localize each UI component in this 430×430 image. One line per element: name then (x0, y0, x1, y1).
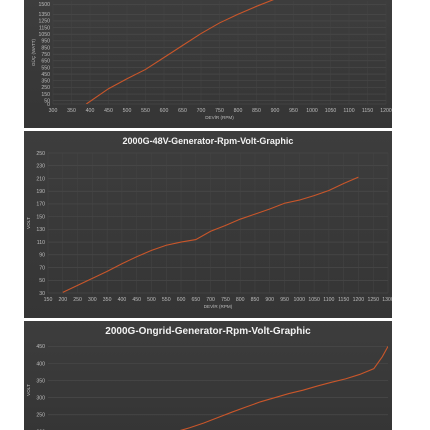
x-tick-label: 600 (177, 297, 186, 303)
x-tick-label: 200 (58, 297, 67, 303)
x-axis-label: DEVİR (RPM) (204, 303, 233, 309)
y-axis-label: VOLT (26, 384, 31, 396)
x-tick-label: 1100 (323, 297, 334, 303)
y-tick-label: 250 (41, 85, 50, 91)
y-tick-label: 30 (39, 291, 45, 297)
y-axis-label: VOLT (26, 217, 31, 229)
x-tick-label: 500 (147, 297, 156, 303)
y-tick-label: 90 (39, 253, 45, 259)
y-tick-label: 1250 (38, 19, 50, 25)
x-tick-label: 900 (265, 297, 274, 303)
y-tick-label: 50 (39, 278, 45, 284)
y-tick-label: 850 (41, 45, 50, 51)
volt-rpm-48v-chart: 30 50 70 90 110 130 150 170 190 210 230 250 150 200 25… (26, 151, 392, 309)
x-tick-label: 1250 (367, 297, 379, 303)
x-tick-label: 900 (271, 108, 280, 114)
x-tick-label: 400 (118, 297, 127, 303)
x-tick-label: 300 (88, 297, 97, 303)
chart-panel-ongrid: 2000G-Ongrid-Generator-Rpm-Volt-Graphic … (24, 321, 392, 430)
y-tick-label: 110 (37, 240, 45, 246)
x-tick-label: 450 (132, 297, 141, 303)
x-tick-label: 650 (178, 108, 187, 114)
y-tick-label: 210 (36, 176, 45, 182)
y-tick-label: 0 (47, 102, 50, 108)
x-tick-label: 700 (206, 297, 215, 303)
x-tick-label: 500 (123, 108, 132, 114)
y-tick-label: 300 (36, 395, 45, 401)
y-tick-label: 750 (41, 52, 50, 58)
y-tick-label: 1150 (39, 25, 50, 31)
x-tick-label: 1050 (308, 297, 320, 303)
x-tick-label: 300 (49, 108, 58, 114)
y-tick-label: 400 (36, 361, 45, 367)
x-tick-label: 150 (44, 297, 53, 303)
y-tick-label: 650 (41, 59, 50, 65)
y-tick-label: 450 (36, 344, 45, 350)
volt-rpm-ongrid-chart: 200250300350400450VOLT (26, 344, 388, 430)
y-tick-label: 350 (41, 79, 50, 85)
y-tick-label: 1500 (38, 2, 50, 8)
x-tick-label: 1150 (362, 108, 373, 114)
chart-panel-48v: 2000G-48V-Generator-Rpm-Volt-Graphic 30 5… (24, 131, 392, 318)
x-tick-label: 1050 (325, 108, 337, 114)
x-tick-label: 550 (141, 108, 150, 114)
y-tick-label: 550 (41, 65, 50, 71)
y-tick-label: 50 (44, 98, 50, 104)
x-tick-label: 850 (252, 108, 261, 114)
x-tick-label: 1300 (382, 297, 392, 303)
x-tick-label: 800 (236, 297, 245, 303)
y-tick-label: 250 (36, 413, 45, 419)
x-tick-label: 1000 (294, 297, 306, 303)
x-tick-label: 950 (280, 297, 289, 303)
y-axis-label: GÜÇ (WATT) (30, 39, 36, 67)
x-tick-label: 550 (162, 297, 171, 303)
x-tick-label: 250 (73, 297, 82, 303)
series-line (179, 346, 388, 430)
x-tick-label: 1200 (353, 297, 365, 303)
y-tick-label: 250 (36, 151, 45, 157)
x-tick-label: 650 (191, 297, 200, 303)
x-tick-label: 700 (197, 108, 206, 114)
y-tick-label: 170 (36, 202, 45, 208)
y-tick-label: 70 (39, 265, 45, 271)
x-tick-label: 1200 (380, 108, 392, 114)
y-tick-label: 150 (36, 214, 45, 220)
y-tick-label: 350 (36, 378, 45, 384)
x-axis-label: DEVİR (RPM) (205, 114, 234, 120)
x-tick-label: 750 (221, 297, 230, 303)
x-tick-label: 400 (86, 108, 95, 114)
chart-title: 2000G-48V-Generator-Rpm-Volt-Graphic (122, 136, 294, 146)
x-tick-label: 750 (215, 108, 224, 114)
y-tick-label: 190 (36, 189, 45, 195)
x-tick-label: 1150 (338, 297, 349, 303)
x-tick-label: 600 (160, 108, 169, 114)
y-tick-label: 130 (36, 227, 45, 233)
x-tick-label: 1000 (306, 108, 318, 114)
x-tick-label: 350 (67, 108, 76, 114)
power-rpm-chart: 0501502503504505506507508509501050115012… (30, 0, 392, 120)
chart-panel-power: 0 50 150 250 350 450 550 650 750 850 950 1050 1150 12… (24, 0, 392, 128)
y-tick-label: 150 (41, 92, 50, 98)
series-line (85, 0, 274, 104)
y-tick-label: 1050 (38, 32, 50, 38)
y-tick-label: 950 (41, 39, 50, 45)
chart-title: 2000G-Ongrid-Generator-Rpm-Volt-Graphic (105, 326, 311, 337)
series-line (62, 176, 359, 293)
y-tick-label: 1350 (38, 12, 50, 18)
x-tick-label: 950 (289, 108, 298, 114)
y-tick-label: 450 (41, 72, 50, 78)
x-tick-label: 450 (104, 108, 113, 114)
x-tick-label: 850 (251, 297, 260, 303)
y-tick-label: 230 (36, 164, 45, 170)
x-tick-label: 1100 (343, 108, 354, 114)
x-tick-label: 350 (103, 297, 112, 303)
x-tick-label: 800 (234, 108, 243, 114)
